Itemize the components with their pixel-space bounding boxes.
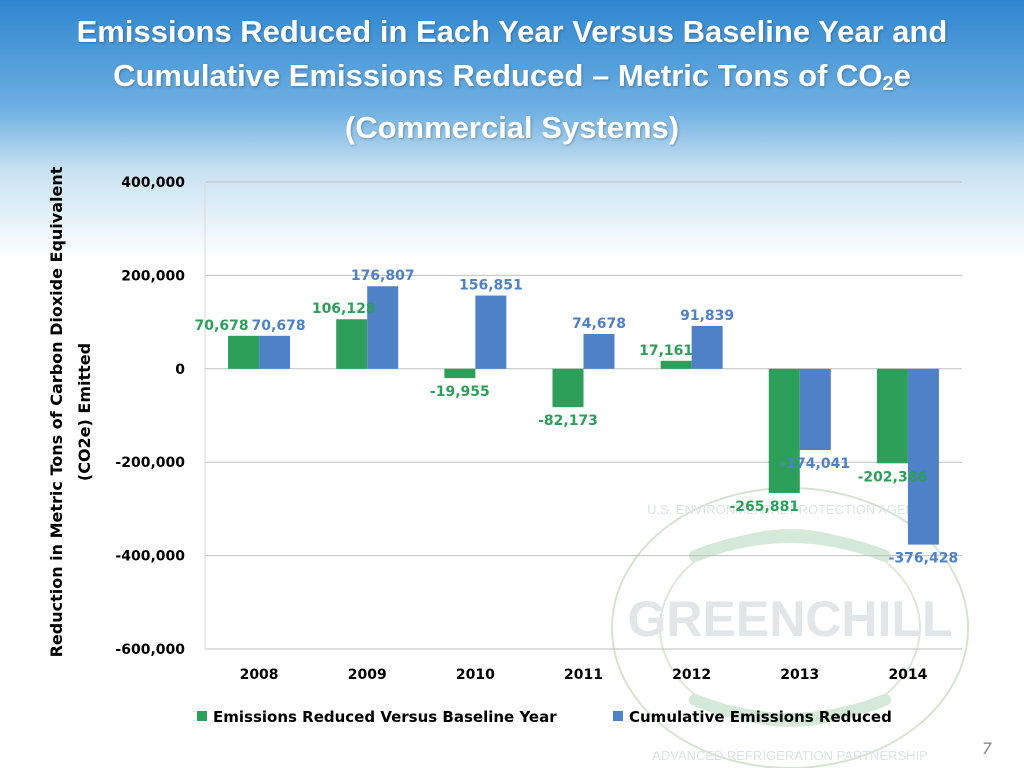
bar-cumulative-reduced [367, 286, 399, 369]
data-label-cumulative: 91,839 [680, 308, 734, 324]
title-line-2-suffix: e [893, 58, 911, 93]
title-line-1: Emissions Reduced in Each Year Versus Ba… [76, 14, 948, 49]
x-tick-label: 2011 [564, 667, 603, 683]
data-label-emissions: -202,386 [858, 469, 928, 485]
data-labels: 70,678 106,128 -19,955 -82,173 17,161 -265,88… [195, 268, 959, 566]
data-label-emissions: 70,678 [195, 318, 249, 334]
bar-emissions-reduced [444, 368, 476, 379]
title-line-2: Cumulative Emissions Reduced – Metric To… [0, 54, 1024, 106]
y-tick-label: -200,000 [115, 455, 185, 471]
data-label-cumulative: 176,807 [351, 268, 415, 284]
bar-emissions-reduced [228, 335, 260, 369]
bar-emissions-reduced [876, 368, 908, 464]
bar-emissions-reduced [552, 368, 584, 408]
bar-cumulative-reduced [907, 368, 939, 545]
page-number: 7 [981, 739, 992, 758]
bar-emissions-reduced [660, 360, 692, 369]
y-axis-title: Reduction in Metric Tons of Carbon Dioxi… [47, 166, 94, 657]
x-tick-label: 2013 [780, 667, 819, 683]
bar-cumulative-reduced [259, 335, 291, 369]
y-axis-label-line-1: Reduction in Metric Tons of Carbon Dioxi… [47, 166, 66, 657]
bar-emissions-reduced [768, 368, 800, 493]
bars [228, 286, 939, 545]
y-axis-label: Reduction in Metric Tons of Carbon Dioxi… [47, 166, 94, 657]
y-tick-label: 0 [175, 362, 185, 378]
x-tick-label: 2008 [240, 667, 279, 683]
bar-cumulative-reduced [691, 325, 723, 369]
bar-cumulative-reduced [475, 295, 507, 369]
y-tick-label: 200,000 [121, 268, 185, 284]
data-label-emissions: -82,173 [538, 413, 598, 429]
title-line-3: (Commercial Systems) [344, 110, 680, 145]
data-label-cumulative: -376,428 [889, 551, 959, 567]
title-line-2-prefix: Cumulative Emissions Reduced – Metric To… [113, 58, 883, 93]
x-tick-label: 2010 [456, 667, 495, 683]
data-label-cumulative: -174,041 [780, 456, 850, 472]
legend-swatch [197, 711, 207, 721]
legend-swatch [613, 711, 623, 721]
x-tick-label: 2009 [348, 667, 387, 683]
data-label-cumulative: 156,851 [459, 278, 523, 294]
legend: Emissions Reduced Versus Baseline Year Cu… [197, 708, 892, 726]
legend-label: Cumulative Emissions Reduced [629, 708, 892, 726]
x-tick-label: 2014 [888, 667, 927, 683]
legend-label: Emissions Reduced Versus Baseline Year [213, 708, 557, 726]
x-tick-label: 2012 [672, 667, 711, 683]
greenchill-logo-watermark: GREENCHILL U.S. ENVIRONMENTAL PROTECTION… [611, 487, 969, 768]
y-tick-label: -400,000 [115, 549, 185, 565]
axis-ticks: 400,000 200,000 0 -200,000 -400,000 -600,000 2… [115, 175, 927, 683]
watermark-logo-text: GREENCHILL [628, 591, 953, 647]
data-label-cumulative: 74,678 [572, 316, 626, 332]
data-label-emissions: 106,128 [312, 301, 376, 317]
data-label-emissions: -19,955 [430, 384, 490, 400]
chart-title: Emissions Reduced in Each Year Versus Ba… [0, 10, 1024, 150]
data-label-emissions: -265,881 [729, 499, 799, 515]
watermark-ring-bottom: ADVANCED REFRIGERATION PARTNERSHIP [652, 748, 928, 763]
y-tick-label: -600,000 [115, 642, 185, 658]
bar-cumulative-reduced [583, 333, 615, 369]
watermark-ring-top: U.S. ENVIRONMENTAL PROTECTION AGENCY [647, 502, 933, 517]
data-label-cumulative: 70,678 [252, 318, 306, 334]
title-line-2-subscript: 2 [882, 73, 894, 95]
data-label-emissions: 17,161 [639, 343, 693, 359]
y-axis-label-line-2: (CO2e) Emitted [75, 343, 94, 481]
bar-cumulative-reduced [799, 368, 831, 451]
bar-emissions-reduced [336, 319, 368, 369]
y-tick-label: 400,000 [121, 175, 185, 191]
